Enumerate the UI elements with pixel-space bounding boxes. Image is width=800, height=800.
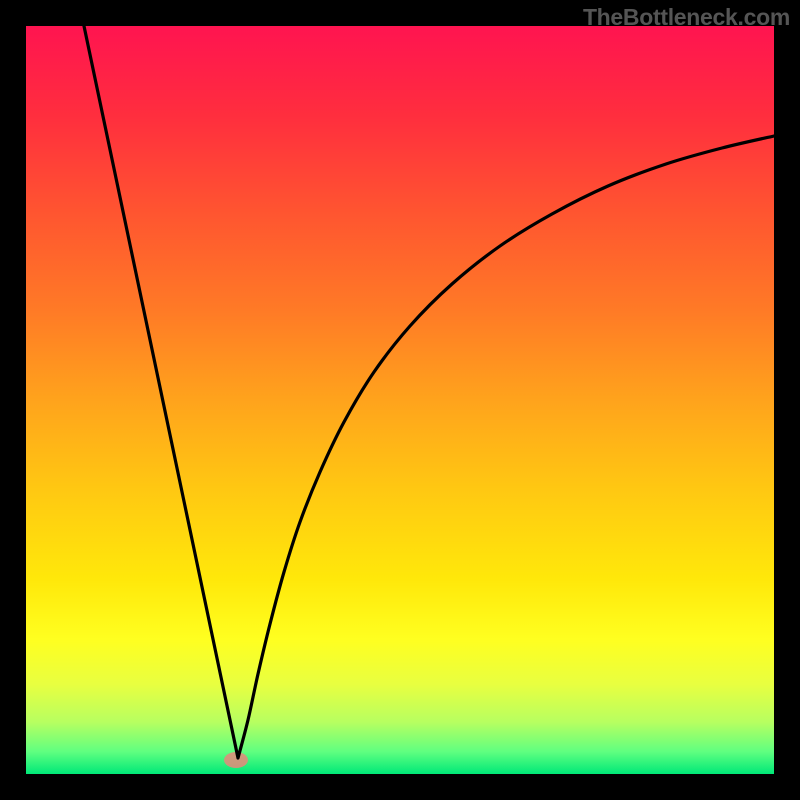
bottleneck-curve-chart: [0, 0, 800, 800]
chart-container: { "watermark": "TheBottleneck.com", "cha…: [0, 0, 800, 800]
watermark-text: TheBottleneck.com: [583, 4, 790, 31]
chart-plot-area: [26, 26, 774, 774]
